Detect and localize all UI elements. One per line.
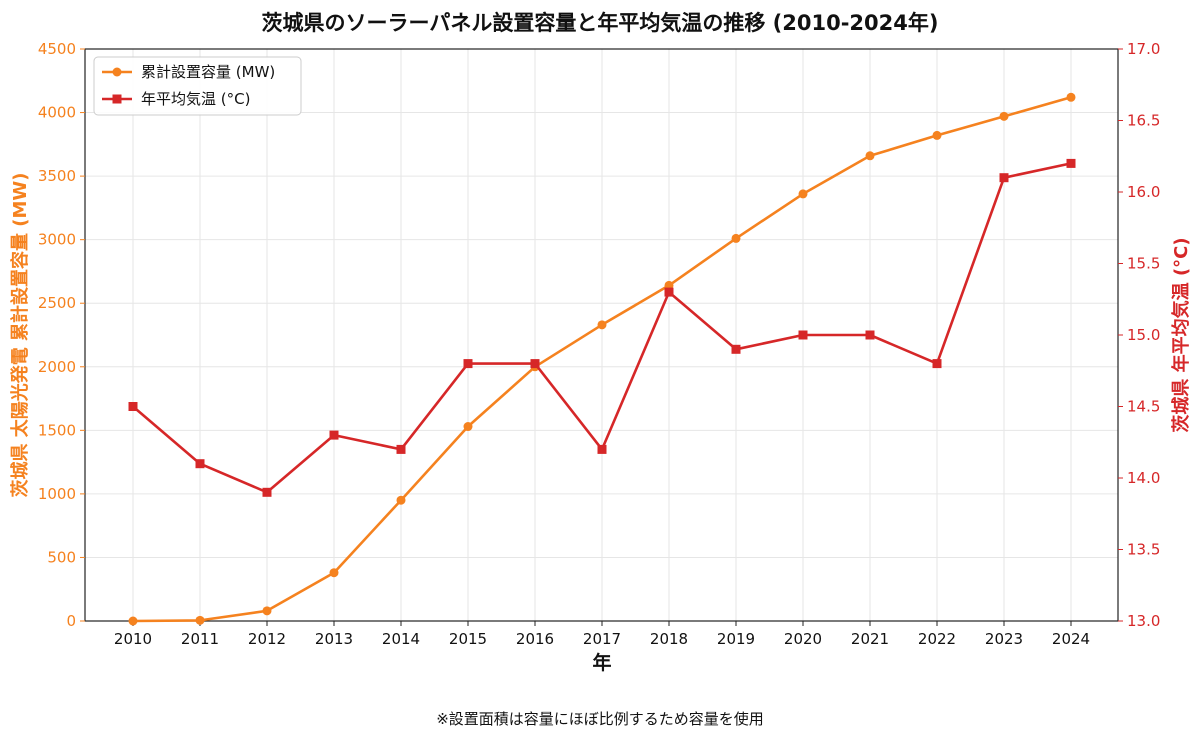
series-2-point (463, 359, 473, 369)
chart-title: 茨城県のソーラーパネル設置容量と年平均気温の推移 (2010-2024年) (262, 11, 939, 35)
footnote: ※設置面積は容量にほぼ比例するため容量を使用 (436, 710, 764, 728)
series-1-point (463, 422, 473, 432)
x-axis-label: 年 (592, 651, 611, 674)
x-tick-label: 2012 (248, 630, 286, 648)
y-right-tick-label: 15.0 (1127, 326, 1160, 344)
y-right-tick-label: 15.5 (1127, 255, 1160, 273)
series-1-point (329, 568, 339, 578)
y-left-tick-label: 500 (47, 548, 76, 566)
y-left-tick-label: 4500 (38, 40, 76, 58)
legend-box (93, 56, 302, 116)
series-2-point (262, 487, 272, 497)
y-right-tick-label: 13.0 (1127, 612, 1160, 630)
series-2-point (865, 330, 875, 340)
y-right-tick-label: 14.0 (1127, 469, 1160, 487)
series-2-point (195, 459, 205, 469)
x-tick-label: 2014 (382, 630, 420, 648)
x-tick-label: 2021 (851, 630, 889, 648)
x-tick-label: 2010 (114, 630, 152, 648)
grid (85, 48, 1118, 622)
y-axis-right-label: 茨城県 年平均気温 (°C) (1170, 237, 1192, 432)
y-left-tick-label: 3500 (38, 167, 76, 185)
x-tick-label: 2018 (650, 630, 688, 648)
legend-marker-2 (112, 94, 122, 104)
y-axis-right-ticks: 13.0 13.5 14.0 14.5 15.0 15.5 16.0 16.5 17.0 (1118, 40, 1160, 630)
series-1-point (195, 615, 205, 625)
series-2-point (1066, 158, 1076, 168)
x-axis-ticks: 2010 2011 2012 2013 2014 2015 2016 2017 2018 2019… (114, 621, 1090, 648)
series-2-point (932, 359, 942, 369)
y-right-tick-label: 16.0 (1127, 183, 1160, 201)
y-left-tick-label: 2000 (38, 358, 76, 376)
series-2-point (731, 344, 741, 354)
legend-label-2: 年平均気温 (°C) (141, 90, 250, 108)
legend: 累計設置容量 (MW) 年平均気温 (°C) (93, 56, 302, 116)
y-right-tick-label: 16.5 (1127, 112, 1160, 130)
x-tick-label: 2022 (918, 630, 956, 648)
y-right-tick-label: 14.5 (1127, 398, 1160, 416)
y-left-tick-label: 1500 (38, 421, 76, 439)
y-left-tick-label: 0 (66, 612, 76, 630)
x-tick-label: 2024 (1052, 630, 1090, 648)
x-tick-label: 2013 (315, 630, 353, 648)
series-2-point (128, 402, 138, 411)
x-tick-label: 2020 (784, 630, 822, 648)
legend-label-1: 累計設置容量 (MW) (141, 63, 275, 81)
y-left-tick-label: 4000 (38, 104, 76, 122)
series-1-point (262, 606, 272, 616)
x-tick-label: 2016 (516, 630, 554, 648)
y-axis-left-ticks: 0 500 1000 1500 2000 2500 3000 3500 4000 4500 (38, 40, 85, 630)
series-1-point (731, 233, 741, 243)
x-tick-label: 2019 (717, 630, 755, 648)
series-2-point (329, 430, 339, 440)
series-2-point (597, 444, 607, 454)
y-left-tick-label: 3000 (38, 231, 76, 249)
x-tick-label: 2011 (181, 630, 219, 648)
series-2-point (396, 444, 406, 454)
series-1-point (1066, 92, 1076, 102)
legend-marker-1 (112, 67, 122, 77)
series-1-point (396, 495, 406, 505)
series-2-point (664, 287, 674, 297)
series-1-point (932, 130, 942, 140)
series-layer (128, 92, 1076, 626)
y-right-tick-label: 13.5 (1127, 541, 1160, 559)
series-1-point (597, 320, 607, 330)
series-2-point (999, 173, 1009, 183)
x-tick-label: 2015 (449, 630, 487, 648)
y-left-tick-label: 2500 (38, 294, 76, 312)
series-1-point (999, 111, 1009, 121)
y-right-tick-label: 17.0 (1127, 40, 1160, 58)
series-1-point (865, 151, 875, 161)
x-tick-label: 2023 (985, 630, 1023, 648)
series-1-point (128, 616, 138, 626)
series-2-point (530, 359, 540, 369)
series-2-point (798, 330, 808, 340)
series-1-point (798, 189, 808, 199)
y-axis-left-label: 茨城県 太陽光発電 累計設置容量 (MW) (9, 172, 31, 497)
x-tick-label: 2017 (583, 630, 621, 648)
y-left-tick-label: 1000 (38, 485, 76, 503)
